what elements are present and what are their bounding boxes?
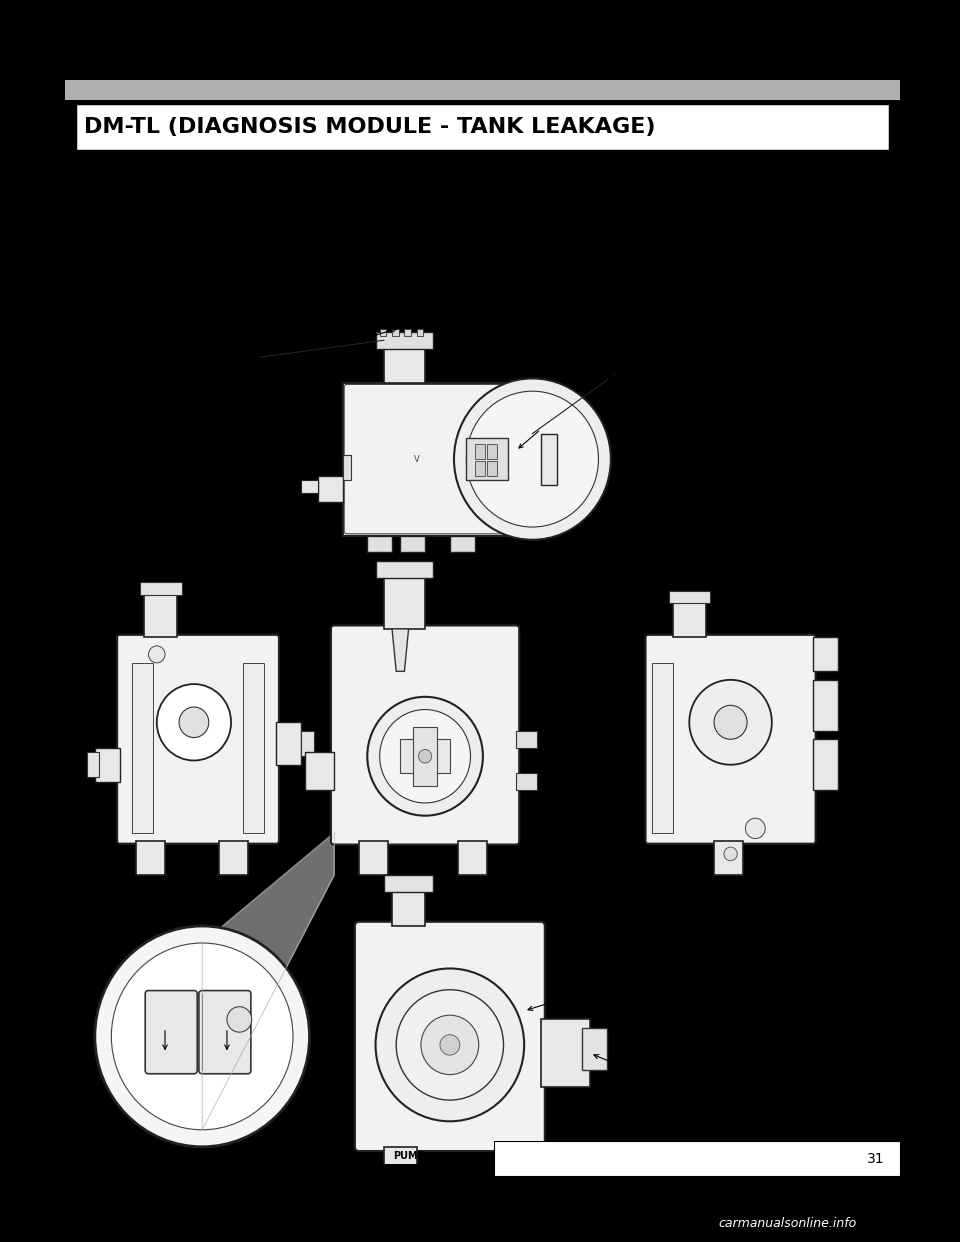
- Bar: [384, 876, 433, 892]
- Bar: [368, 535, 392, 553]
- Bar: [380, 329, 386, 337]
- Bar: [400, 535, 425, 553]
- Bar: [343, 383, 540, 535]
- Bar: [392, 329, 398, 337]
- Bar: [400, 739, 450, 774]
- Bar: [343, 455, 350, 481]
- Circle shape: [375, 969, 524, 1122]
- Text: INTRODUCTION: INTRODUCTION: [78, 166, 222, 184]
- Text: V: V: [414, 455, 420, 463]
- FancyBboxPatch shape: [117, 635, 279, 843]
- Bar: [813, 637, 838, 672]
- FancyBboxPatch shape: [199, 991, 251, 1074]
- Bar: [384, 570, 425, 628]
- Bar: [86, 751, 99, 777]
- Text: CHANGE OVER
VALVE: CHANGE OVER VALVE: [632, 1036, 710, 1058]
- Bar: [301, 730, 314, 756]
- Bar: [301, 481, 318, 493]
- Text: 31: 31: [867, 1151, 884, 1166]
- Text: Bosch ECMs identify the electrical function of the pump as DM-TL.: Bosch ECMs identify the electrical funct…: [107, 270, 589, 284]
- Bar: [474, 461, 485, 476]
- Text: DETAILED
VIEW: DETAILED VIEW: [111, 900, 164, 922]
- Circle shape: [689, 679, 772, 765]
- Circle shape: [149, 646, 165, 663]
- Bar: [413, 727, 438, 786]
- Bar: [95, 748, 120, 781]
- Circle shape: [419, 749, 432, 763]
- Text: FILTERED
AIR
INLET: FILTERED AIR INLET: [210, 340, 260, 374]
- FancyBboxPatch shape: [145, 991, 197, 1074]
- Bar: [474, 443, 485, 460]
- Circle shape: [156, 684, 231, 760]
- Bar: [244, 663, 264, 832]
- Circle shape: [396, 990, 503, 1100]
- Bar: [582, 1028, 607, 1071]
- Text: The pump is manufactured by Bosch to BMW specifications.: The pump is manufactured by Bosch to BMW…: [78, 245, 517, 260]
- Bar: [669, 591, 710, 604]
- Bar: [75, 103, 891, 152]
- Text: 3 PIN CONNECTOR
Pin 1 = Power supply
Pin 2 = Vent Valve Control
Pin 3 = Pump Mot: 3 PIN CONNECTOR Pin 1 = Power supply Pin…: [607, 349, 760, 394]
- Polygon shape: [392, 628, 409, 672]
- Text: CHANGE OVER: CHANGE OVER: [130, 1151, 208, 1161]
- Text: A new Fuel System Leak Diagnosis Pump is equipped on the X5.   The pump will eve: A new Fuel System Leak Diagnosis Pump is…: [78, 204, 726, 219]
- Bar: [375, 332, 433, 349]
- Bar: [375, 561, 433, 578]
- Bar: [450, 535, 474, 553]
- Bar: [140, 582, 181, 595]
- Bar: [65, 79, 900, 99]
- Circle shape: [440, 1035, 460, 1056]
- Circle shape: [745, 818, 765, 838]
- Bar: [540, 1020, 590, 1087]
- Bar: [276, 723, 301, 765]
- Bar: [359, 841, 388, 876]
- Bar: [487, 461, 497, 476]
- Bar: [219, 841, 248, 876]
- Polygon shape: [203, 832, 334, 1130]
- Bar: [813, 679, 838, 730]
- Bar: [487, 443, 497, 460]
- Circle shape: [227, 1007, 252, 1032]
- Circle shape: [420, 1015, 479, 1074]
- Text: OUTLET TO
CHARCOAL
CANISTER: OUTLET TO CHARCOAL CANISTER: [103, 502, 164, 535]
- FancyBboxPatch shape: [645, 635, 816, 843]
- Bar: [673, 595, 706, 637]
- Text: DM-TL (DIAGNOSIS MODULE - TANK LEAKAGE): DM-TL (DIAGNOSIS MODULE - TANK LEAKAGE): [84, 117, 655, 137]
- Bar: [652, 663, 673, 832]
- Bar: [516, 730, 537, 748]
- FancyBboxPatch shape: [355, 922, 545, 1151]
- Bar: [384, 340, 425, 383]
- Circle shape: [724, 847, 737, 861]
- Bar: [458, 841, 487, 876]
- Bar: [392, 883, 425, 927]
- Circle shape: [111, 943, 293, 1130]
- Circle shape: [180, 707, 208, 738]
- Bar: [318, 476, 343, 502]
- Text: MOTOR/
PUMP
(INTERNAL): MOTOR/ PUMP (INTERNAL): [632, 943, 695, 976]
- Circle shape: [714, 705, 747, 739]
- Bar: [813, 739, 838, 790]
- Circle shape: [95, 927, 309, 1146]
- Text: ally replace the current vacuum LDP on all vehicles.: ally replace the current vacuum LDP on a…: [78, 219, 459, 235]
- Bar: [305, 751, 334, 790]
- FancyBboxPatch shape: [331, 626, 519, 845]
- Circle shape: [467, 391, 598, 527]
- Bar: [417, 329, 423, 337]
- Bar: [132, 663, 153, 832]
- Text: •: •: [82, 270, 91, 284]
- Bar: [516, 774, 537, 790]
- Text: PUMP: PUMP: [393, 1151, 424, 1161]
- Bar: [714, 841, 743, 876]
- Circle shape: [380, 709, 470, 802]
- Bar: [144, 586, 178, 637]
- Bar: [384, 1146, 417, 1181]
- Bar: [404, 329, 411, 337]
- Text: carmanualsonline.info: carmanualsonline.info: [718, 1217, 856, 1231]
- Bar: [540, 433, 557, 484]
- Bar: [136, 841, 165, 876]
- Bar: [375, 1176, 425, 1197]
- Bar: [467, 438, 508, 481]
- Circle shape: [368, 697, 483, 816]
- Circle shape: [454, 379, 611, 540]
